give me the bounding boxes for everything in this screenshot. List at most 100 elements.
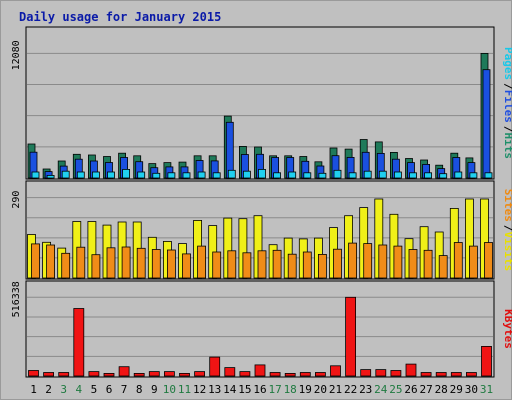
- bar-hits-pages-15: [242, 170, 251, 179]
- x-tick-label-27: 27: [419, 383, 432, 396]
- bar-visits-sites-2: [46, 244, 55, 279]
- bar-visits-sites-31: [484, 242, 493, 279]
- bar-visits-sites-25: [393, 245, 403, 279]
- x-tick-label-18: 18: [284, 383, 297, 396]
- bar-hits-pages-3: [61, 170, 70, 179]
- bar-hits-pages-22: [348, 172, 357, 179]
- bar-visits-sites-24: [378, 244, 388, 279]
- bar-hits-pages-27: [424, 172, 433, 179]
- bar-visits-sites-12: [197, 245, 207, 279]
- x-tick-label-30: 30: [465, 383, 478, 396]
- bar-visits-sites-4: [76, 246, 86, 279]
- bar-kbytes-kbytes-1: [28, 370, 39, 377]
- bar-visits-sites-7: [121, 246, 131, 279]
- bar-hits-pages-17: [273, 172, 282, 179]
- bar-hits-pages-20: [318, 172, 327, 179]
- bar-visits-sites-3: [61, 252, 71, 279]
- axis-label-hits: Hits: [502, 133, 512, 160]
- x-tick-label-1: 1: [30, 383, 37, 396]
- bar-visits-sites-15: [242, 252, 252, 279]
- x-tick-label-26: 26: [404, 383, 417, 396]
- bar-visits-sites-20: [317, 253, 327, 279]
- bar-hits-pages-23: [363, 170, 372, 179]
- x-tick-label-3: 3: [60, 383, 67, 396]
- axis-label-separator: /: [502, 83, 512, 90]
- bar-kbytes-kbytes-17: [269, 372, 281, 377]
- x-tick-label-29: 29: [450, 383, 463, 396]
- x-tick-label-31: 31: [480, 383, 493, 396]
- axis-label-visits: Sites /Visits: [502, 189, 512, 272]
- bar-visits-sites-16: [257, 250, 267, 279]
- axis-label-files: Files: [502, 90, 512, 123]
- panel-visits: 290 Sites /Visits: [11, 180, 512, 280]
- bar-hits-pages-14: [227, 169, 236, 179]
- bar-kbytes-kbytes-15: [239, 371, 251, 377]
- x-tick-label-4: 4: [75, 383, 82, 396]
- bar-kbytes-kbytes-7: [118, 366, 130, 377]
- bar-hits-pages-7: [122, 168, 130, 179]
- bar-hits-pages-1: [31, 171, 40, 179]
- bar-hits-pages-12: [197, 171, 206, 179]
- y-max-label-visits: 290: [11, 191, 22, 209]
- bar-hits-pages-29: [454, 171, 463, 179]
- bar-hits-pages-9: [152, 172, 161, 179]
- bar-hits-pages-2: [46, 174, 55, 179]
- panel-frame-kbytes: [25, 280, 495, 378]
- bar-kbytes-kbytes-29: [450, 372, 462, 377]
- bar-hits-files-14: [225, 121, 234, 179]
- bar-hits-pages-24: [378, 170, 387, 179]
- x-tick-label-7: 7: [121, 383, 128, 396]
- bar-hits-pages-19: [303, 172, 312, 179]
- axis-label-visits: Visits: [502, 232, 512, 272]
- bar-hits-pages-30: [469, 172, 478, 179]
- bar-kbytes-kbytes-4: [73, 308, 85, 377]
- bar-kbytes-kbytes-3: [58, 372, 70, 377]
- bar-kbytes-kbytes-30: [465, 372, 477, 377]
- bar-hits-pages-8: [137, 171, 146, 179]
- x-tick-label-14: 14: [223, 383, 237, 396]
- bar-hits-pages-5: [92, 171, 100, 179]
- bar-visits-sites-22: [348, 242, 358, 279]
- bar-visits-sites-6: [106, 247, 116, 279]
- bar-visits-sites-1: [31, 243, 40, 279]
- bar-kbytes-kbytes-10: [163, 371, 175, 377]
- bar-kbytes-kbytes-23: [360, 369, 372, 377]
- chart-title: Daily usage for January 2015: [19, 10, 221, 24]
- bar-visits-sites-26: [408, 249, 418, 279]
- x-tick-label-28: 28: [435, 383, 448, 396]
- x-tick-label-2: 2: [45, 383, 52, 396]
- x-tick-label-23: 23: [359, 383, 372, 396]
- bar-kbytes-kbytes-11: [179, 372, 190, 377]
- bar-hits-pages-16: [258, 168, 266, 179]
- bar-kbytes-kbytes-12: [194, 371, 206, 377]
- bar-visits-sites-10: [166, 249, 176, 279]
- bar-hits-pages-13: [212, 172, 221, 179]
- x-tick-label-19: 19: [299, 383, 312, 396]
- bar-hits-pages-28: [439, 173, 448, 179]
- x-tick-label-21: 21: [329, 383, 342, 396]
- bar-hits-pages-25: [393, 171, 402, 179]
- bar-kbytes-kbytes-18: [284, 372, 296, 377]
- bar-kbytes-kbytes-21: [330, 365, 341, 377]
- bar-visits-sites-23: [363, 243, 373, 279]
- chart-panels: 12080Pages/Files/Hits290Sites/Visits5163…: [11, 26, 512, 396]
- bar-kbytes-kbytes-6: [103, 372, 115, 377]
- bar-hits-pages-6: [107, 171, 115, 179]
- bar-kbytes-kbytes-20: [314, 372, 326, 377]
- x-tick-label-11: 11: [178, 383, 191, 396]
- bar-hits-pages-21: [333, 169, 342, 179]
- bar-kbytes-kbytes-8: [133, 372, 145, 377]
- bar-visits-sites-14: [227, 250, 237, 279]
- x-tick-label-9: 9: [151, 383, 158, 396]
- bar-hits-pages-11: [182, 172, 191, 179]
- bar-hits-pages-31: [484, 172, 493, 179]
- bar-kbytes-kbytes-19: [299, 372, 311, 377]
- bar-kbytes-kbytes-24: [375, 369, 387, 377]
- x-tick-label-10: 10: [163, 383, 176, 396]
- axis-label-pages: Pages: [502, 47, 512, 80]
- bar-kbytes-kbytes-26: [405, 363, 417, 377]
- x-tick-label-16: 16: [253, 383, 266, 396]
